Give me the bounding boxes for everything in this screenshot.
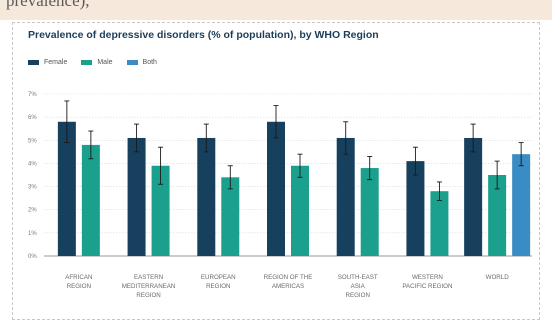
bar-female xyxy=(197,137,216,256)
bar-female xyxy=(57,121,76,257)
x-category-label: AFRICAN xyxy=(65,274,92,281)
header-fragment: prevalence), xyxy=(6,0,90,10)
x-category-label: EASTERN xyxy=(134,274,163,281)
bar-both xyxy=(512,154,531,256)
bar-female xyxy=(267,121,285,257)
x-category-label: PACIFIC REGION xyxy=(402,283,452,290)
legend-label-female: Female xyxy=(44,58,68,66)
y-tick-label: 0% xyxy=(28,254,37,260)
y-tick-label: 6% xyxy=(28,115,37,121)
y-tick-label: 1% xyxy=(28,231,37,237)
bar-female xyxy=(127,137,146,256)
x-category-label: ASIA xyxy=(351,283,366,290)
chart-title: Prevalence of depressive disorders (% of… xyxy=(28,29,379,41)
bar-male xyxy=(151,165,170,256)
legend: Female Male Both xyxy=(28,57,157,67)
legend-swatch-female xyxy=(28,59,39,65)
bar-male xyxy=(488,175,507,256)
x-category-label: EUROPEAN xyxy=(201,274,236,281)
x-category-label: REGION xyxy=(346,292,370,299)
bar-male xyxy=(221,177,240,256)
x-category-label: REGION OF THE xyxy=(264,274,313,281)
legend-swatch-both xyxy=(126,59,138,65)
x-category-label: WESTERN xyxy=(412,274,443,281)
bar-male xyxy=(360,168,379,256)
bar-male xyxy=(81,144,100,256)
bar-female xyxy=(336,137,355,256)
bar-female xyxy=(406,161,425,256)
bar-male xyxy=(430,191,449,256)
bar-male xyxy=(291,165,309,256)
y-tick-label: 4% xyxy=(28,161,37,167)
x-category-label: AMERICAS xyxy=(272,283,304,290)
x-category-label: WORLD xyxy=(486,274,510,281)
bar-female xyxy=(464,137,483,256)
x-category-label: REGION xyxy=(136,292,160,299)
x-category-label: REGION xyxy=(206,283,230,290)
y-tick-label: 7% xyxy=(28,92,37,98)
chart-frame xyxy=(12,22,540,320)
legend-item-female: Female xyxy=(28,59,67,66)
legend-label-both: Both xyxy=(142,58,157,66)
x-category-label: MEDITERRANEAN xyxy=(122,283,176,290)
y-tick-label: 3% xyxy=(28,185,37,191)
y-tick-label: 5% xyxy=(28,138,37,144)
top-strip: prevalence), xyxy=(0,0,552,20)
x-category-label: REGION xyxy=(67,283,91,290)
x-category-label: SOUTH-EAST xyxy=(338,274,378,281)
legend-label-male: Male xyxy=(97,58,113,66)
y-tick-label: 2% xyxy=(28,208,37,214)
legend-item-male: Male xyxy=(81,58,113,66)
legend-swatch-male xyxy=(81,59,93,65)
legend-item-both: Both xyxy=(126,58,157,66)
